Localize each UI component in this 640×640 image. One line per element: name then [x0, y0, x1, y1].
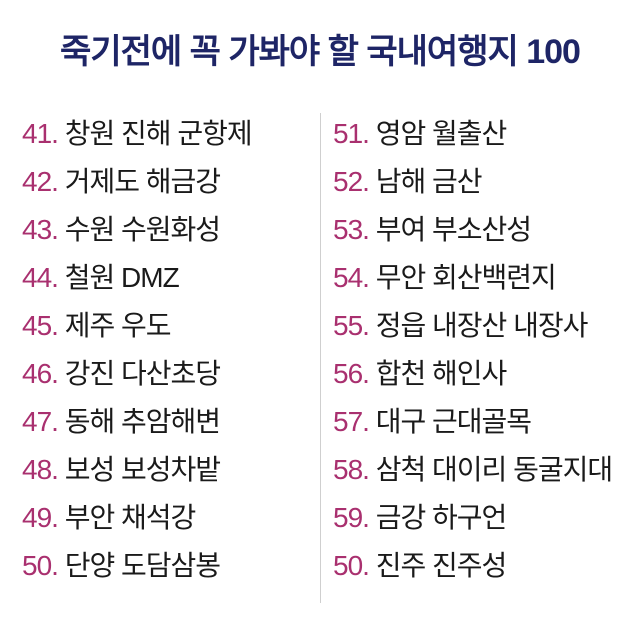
item-name: 보성 보성차밭: [64, 454, 221, 485]
item-number: 43.: [22, 214, 59, 245]
item-name: 제주 우도: [64, 310, 172, 341]
item-number: 46.: [22, 358, 59, 389]
item-name: 영암 월출산: [375, 118, 508, 149]
list-item: 53. 부여 부소산성: [333, 208, 612, 256]
item-name: 단양 도담삼봉: [64, 550, 221, 581]
item-number: 49.: [22, 502, 59, 533]
item-name: 동해 추암해변: [64, 406, 221, 437]
item-name: 철원 DMZ: [64, 262, 180, 293]
item-number: 52.: [333, 166, 370, 197]
item-name: 거제도 해금강: [64, 166, 221, 197]
item-name: 남해 금산: [375, 166, 483, 197]
item-number: 54.: [333, 262, 370, 293]
list-item: 41. 창원 진해 군항제: [22, 112, 253, 160]
list-item: 47. 동해 추암해변: [22, 400, 252, 448]
item-number: 59.: [333, 502, 370, 533]
item-name: 창원 진해 군항제: [64, 118, 253, 149]
list-item: 50. 진주 진주성: [333, 544, 612, 592]
item-name: 삼척 대이리 동굴지대: [375, 454, 613, 485]
item-name: 금강 하구언: [375, 502, 508, 533]
left-column: 41. 창원 진해 군항제 42. 거제도 해금강 43. 수원 수원화성 44. 철…: [22, 112, 253, 592]
item-number: 53.: [333, 214, 370, 245]
item-name: 무안 회산백련지: [375, 262, 557, 293]
item-name: 합천 해인사: [375, 358, 508, 389]
item-number: 58.: [333, 454, 370, 485]
item-name: 부안 채석강: [64, 502, 197, 533]
list-item: 51. 영암 월출산: [333, 112, 612, 160]
item-name: 강진 다산초당: [64, 358, 221, 389]
list-item: 55. 정읍 내장산 내장사: [333, 304, 612, 352]
item-number: 50.: [22, 550, 59, 581]
list-item: 43. 수원 수원화성: [22, 208, 252, 256]
item-name: 부여 부소산성: [375, 214, 532, 245]
list-item: 54. 무안 회산백련지: [333, 256, 612, 304]
item-number: 41.: [22, 118, 59, 149]
item-number: 45.: [22, 310, 59, 341]
item-name: 수원 수원화성: [64, 214, 221, 245]
list-item: 52. 남해 금산: [333, 160, 612, 208]
right-column: 51. 영암 월출산 52. 남해 금산 53. 부여 부소산성 54. 무안 회산백…: [333, 112, 613, 592]
list-item: 45. 제주 우도: [22, 304, 252, 352]
list-item: 44. 철원 DMZ: [22, 256, 252, 304]
list-item: 59. 금강 하구언: [333, 496, 612, 544]
page-title: 죽기전에 꼭 가봐야 할 국내여행지 100: [60, 33, 581, 71]
list-item: 42. 거제도 해금강: [22, 160, 252, 208]
item-number: 42.: [22, 166, 59, 197]
list-item: 49. 부안 채석강: [22, 496, 252, 544]
list-item: 48. 보성 보성차밭: [22, 448, 252, 496]
item-name: 대구 근대골목: [375, 406, 532, 437]
item-name: 진주 진주성: [375, 550, 508, 581]
column-divider: [320, 113, 321, 603]
list-item: 56. 합천 해인사: [333, 352, 612, 400]
item-number: 55.: [333, 310, 370, 341]
list-item: 50. 단양 도담삼봉: [22, 544, 252, 592]
item-number: 48.: [22, 454, 59, 485]
list-item: 58. 삼척 대이리 동굴지대: [333, 448, 613, 496]
item-number: 51.: [333, 118, 370, 149]
item-name: 정읍 내장산 내장사: [375, 310, 589, 341]
list-item: 46. 강진 다산초당: [22, 352, 252, 400]
item-number: 57.: [333, 406, 370, 437]
item-number: 50.: [333, 550, 370, 581]
item-number: 44.: [22, 262, 59, 293]
item-number: 47.: [22, 406, 59, 437]
list-item: 57. 대구 근대골목: [333, 400, 612, 448]
item-number: 56.: [333, 358, 370, 389]
